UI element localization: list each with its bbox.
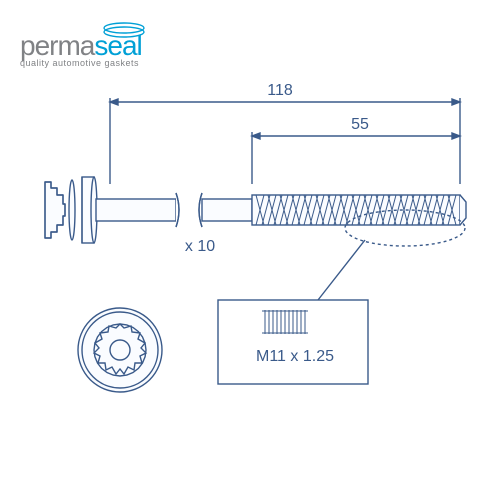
diagram-svg [10,80,490,460]
overall-length-label: 118 [250,82,310,100]
thread-length-label: 55 [330,116,390,134]
bolt-diagram: 118 55 x 10 M11 x 1.25 [10,80,490,460]
thread-spec-label: M11 x 1.25 [235,348,355,366]
logo-ellipse-icon [102,18,148,45]
quantity-label: x 10 [170,238,230,256]
logo-subtitle: quality automotive gaskets [20,58,142,68]
logo-perma: perma [20,30,94,61]
brand-logo: permaseal quality automotive gaskets [20,30,142,68]
